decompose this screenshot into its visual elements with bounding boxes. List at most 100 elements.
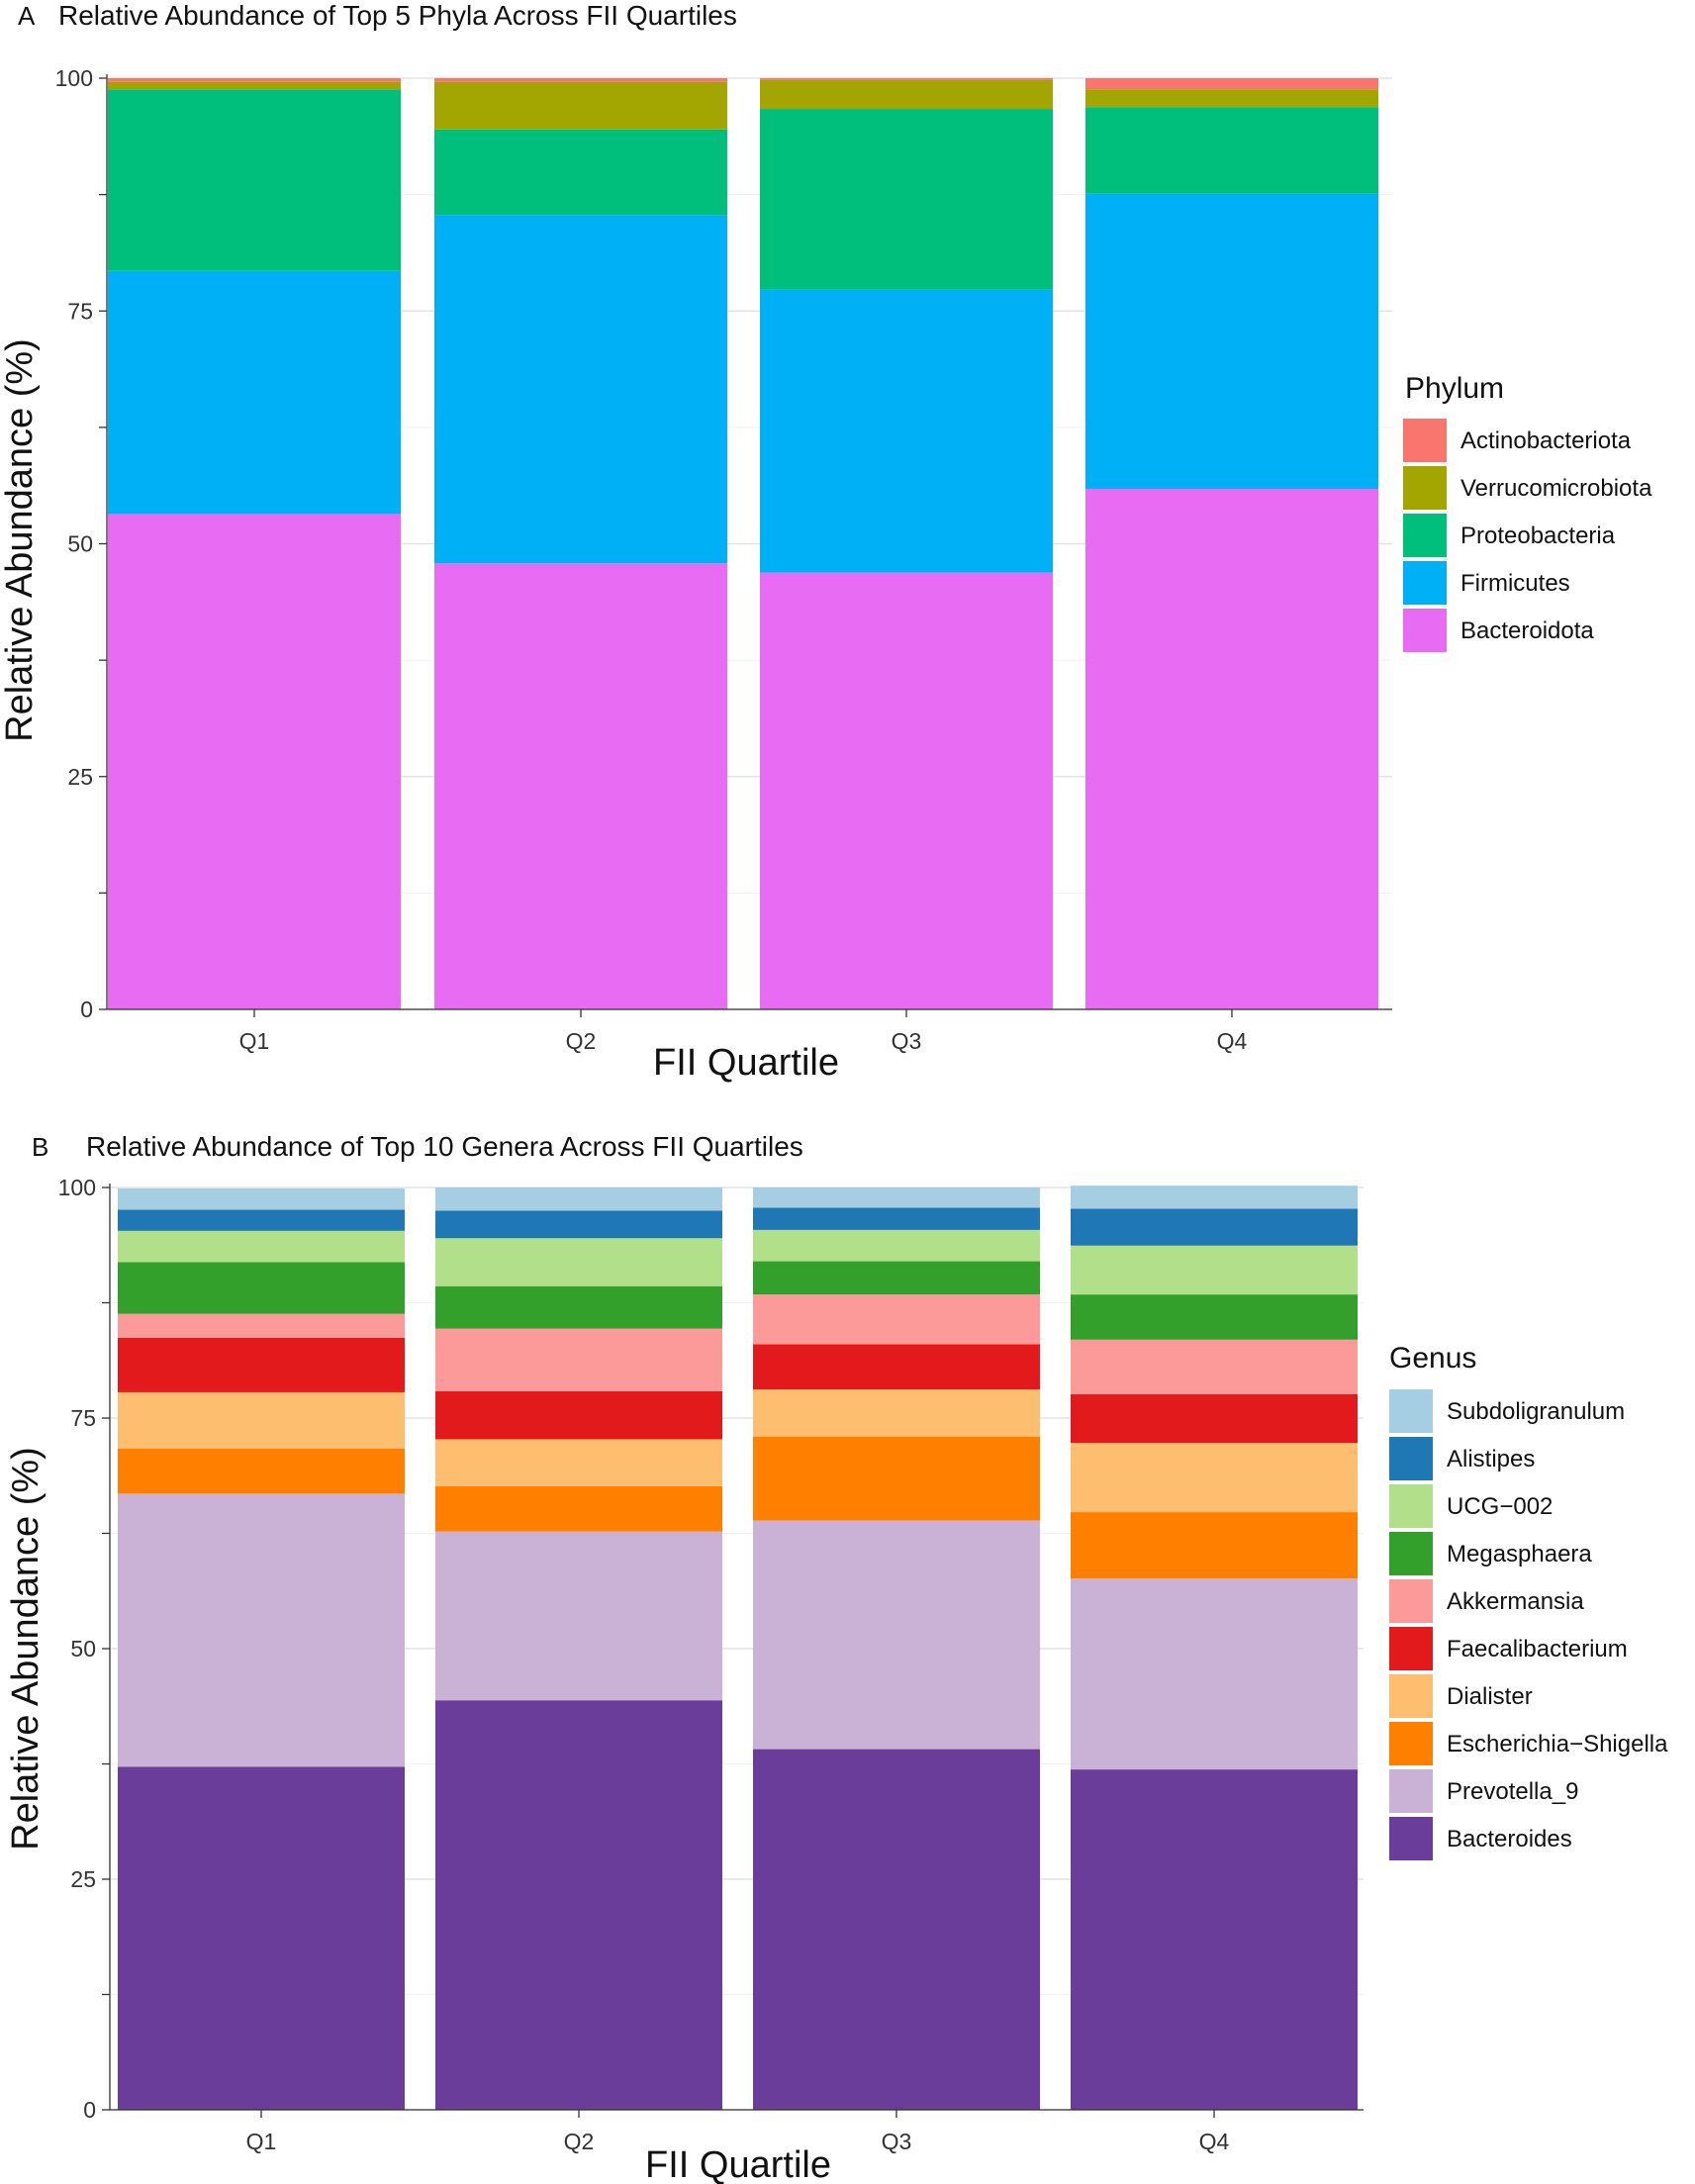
panel-a: A Relative Abundance of Top 5 Phyla Acro… [0,0,1652,1084]
bar-segment-q4-proteobacteria [1085,107,1378,194]
legend-label: Dialister [1447,1683,1533,1710]
bar-segment-q4-ucg-002 [1071,1245,1358,1295]
panel-a-letter: A [18,1,36,31]
bar-segment-q3-firmicutes [760,289,1053,573]
legend-label: Actinobacteriota [1460,427,1632,454]
y-tick-label: 0 [80,997,93,1022]
x-tick-label: Q3 [882,2129,912,2154]
bar-segment-q4-prevotella-9 [1071,1578,1358,1770]
x-tick-label: Q2 [564,2129,595,2154]
y-tick-label: 100 [55,65,93,91]
bar-segment-q2-faecalibacterium [435,1390,722,1440]
legend-label: Faecalibacterium [1447,1636,1628,1662]
x-tick-label: Q4 [1217,1028,1248,1054]
legend-swatch [1403,419,1447,462]
bar-segment-q1-akkermansia [118,1313,405,1338]
panel-a-axes: 0 25 50 75 100 Q1 Q2 Q3 Q4 [55,65,1392,1054]
bar-segment-q1-subdoligranulum [118,1187,405,1210]
bar-segment-q2-megasphaera [435,1285,722,1329]
legend-swatch [1389,1817,1433,1860]
bar-segment-q2-verrucomicrobiota [434,81,727,130]
legend-label: UCG−002 [1447,1493,1553,1520]
bar-segment-q1-bacteroidota [108,514,401,1009]
bar-segment-q2-alistipes [435,1210,722,1239]
bar-segment-q3-faecalibacterium [753,1344,1040,1390]
bar-segment-q3-dialister [753,1389,1040,1437]
bar-segment-q4-megasphaera [1071,1294,1358,1340]
bar-segment-q1-escherichia-shigella [118,1448,405,1494]
panel-b-legend-title: Genus [1389,1342,1476,1375]
panel-b-y-axis-title: Relative Abundance (%) [5,1447,47,1851]
legend-swatch [1403,609,1447,652]
bar-segment-q4-verrucomicrobiota [1085,89,1378,108]
legend-swatch [1389,1722,1433,1765]
bar-segment-q1-megasphaera [118,1262,405,1314]
legend-swatch [1389,1484,1433,1528]
legend-label: Bacteroidota [1460,617,1594,644]
x-tick-label: Q2 [566,1028,597,1054]
bar-segment-q1-verrucomicrobiota [108,81,401,90]
bar-segment-q2-proteobacteria [434,129,727,216]
panel-b-title: Relative Abundance of Top 10 Genera Acro… [86,1131,803,1162]
legend-label: Megasphaera [1447,1541,1592,1567]
y-tick-label: 75 [67,298,93,324]
bar-segment-q4-actinobacteriota [1085,78,1378,90]
legend-swatch [1389,1389,1433,1433]
bar-segment-q1-firmicutes [108,270,401,515]
legend-label: Proteobacteria [1460,522,1616,549]
bar-segment-q2-akkermansia [435,1328,722,1391]
bar-segment-q2-prevotella-9 [435,1531,722,1701]
y-tick-label: 75 [70,1405,96,1431]
bar-segment-q3-bacteroides [753,1749,1040,2110]
legend-label: Escherichia−Shigella [1447,1731,1668,1757]
y-tick-label: 50 [67,531,93,557]
bar-segment-q3-prevotella-9 [753,1520,1040,1750]
legend-swatch [1389,1437,1433,1480]
legend-swatch [1403,466,1447,510]
y-tick-label: 50 [70,1636,96,1662]
bar-segment-q4-bacteroidota [1085,488,1378,1010]
x-tick-label: Q1 [246,2129,277,2154]
bar-segment-q2-bacteroides [435,1700,722,2110]
legend-label: Subdoligranulum [1447,1398,1625,1425]
legend-swatch [1389,1627,1433,1670]
bar-segment-q1-dialister [118,1391,405,1449]
panel-a-title: Relative Abundance of Top 5 Phyla Across… [58,0,737,31]
legend-label: Firmicutes [1460,570,1570,597]
bar-segment-q4-alistipes [1071,1208,1358,1246]
legend-swatch [1389,1769,1433,1813]
legend-swatch [1389,1579,1433,1623]
bar-segment-q4-akkermansia [1071,1339,1358,1394]
legend-label: Prevotella_9 [1447,1778,1578,1805]
bar-segment-q3-megasphaera [753,1261,1040,1295]
panel-a-y-axis-title: Relative Abundance (%) [0,338,41,742]
panel-b-letter: B [32,1132,48,1162]
bar-segment-q1-actinobacteriota [108,78,401,82]
bar-segment-q4-bacteroides [1071,1769,1358,2110]
panel-a-x-axis-title: FII Quartile [653,1042,839,1084]
bar-segment-q3-alistipes [753,1207,1040,1230]
bar-segment-q4-faecalibacterium [1071,1393,1358,1444]
y-tick-label: 25 [67,764,93,790]
legend-swatch [1403,514,1447,557]
y-tick-label: 25 [70,1866,96,1892]
bar-segment-q2-ucg-002 [435,1238,722,1286]
x-tick-label: Q1 [239,1028,270,1054]
bar-segment-q3-bacteroidota [760,572,1053,1009]
bar-segment-q3-actinobacteriota [760,78,1053,80]
bar-segment-q3-proteobacteria [760,109,1053,290]
legend-swatch [1403,561,1447,605]
bar-segment-q4-firmicutes [1085,193,1378,489]
legend-swatch [1389,1532,1433,1575]
bar-segment-q3-escherichia-shigella [753,1436,1040,1521]
y-tick-label: 100 [58,1175,96,1200]
panel-b-x-axis-title: FII Quartile [645,2144,831,2184]
panel-b: B Relative Abundance of Top 10 Genera Ac… [5,1131,1668,2184]
bar-segment-q1-prevotella-9 [118,1493,405,1767]
bar-segment-q3-ucg-002 [753,1229,1040,1262]
bar-segment-q1-alistipes [118,1209,405,1231]
bar-segment-q2-bacteroidota [434,563,727,1009]
bar-segment-q4-escherichia-shigella [1071,1512,1358,1579]
legend-label: Akkermansia [1447,1588,1584,1615]
